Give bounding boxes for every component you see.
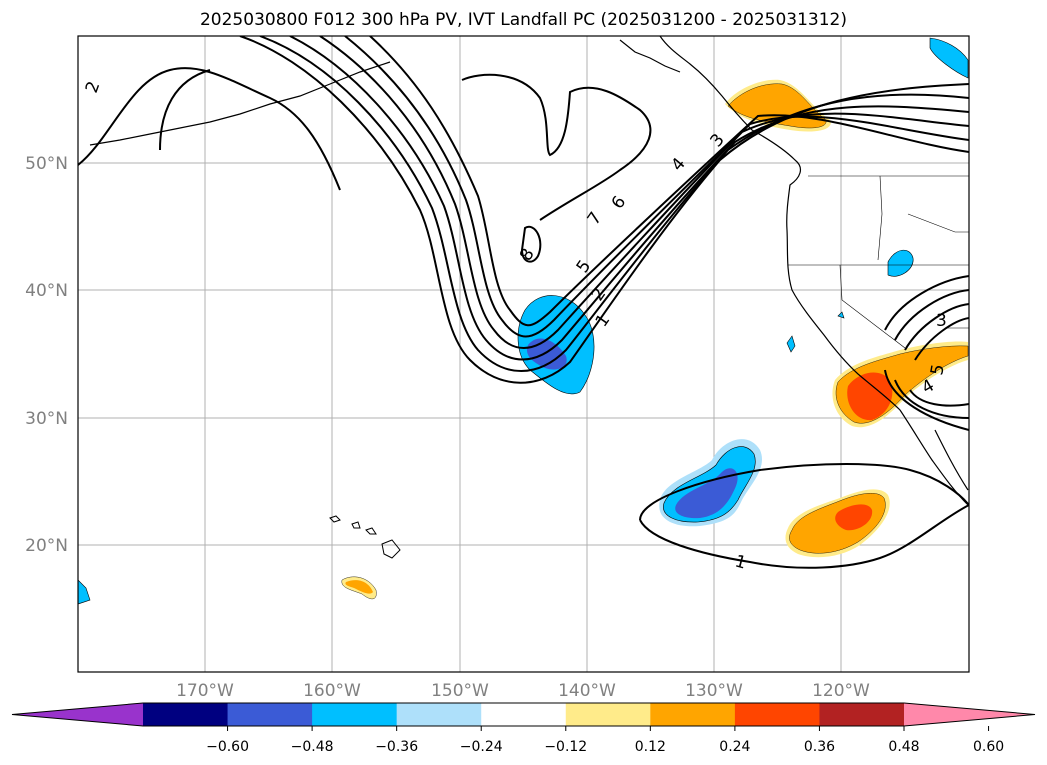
colorbar-tick-label: −0.24 (460, 739, 503, 755)
contour-label: 1 (733, 552, 749, 574)
colorbar-tick-label: 0.48 (888, 739, 919, 755)
colorbar-tick-label: −0.60 (206, 739, 249, 755)
lat-label: 50°N (25, 154, 68, 174)
contour-label: 5 (927, 363, 949, 377)
colorbar-segment (396, 703, 482, 726)
colorbar-extend-max (904, 703, 1035, 726)
hawaiian-islands (329, 515, 401, 559)
anomaly-negative-small (78, 37, 969, 605)
lat-labels: 50°N 40°N 30°N 20°N (25, 154, 68, 556)
chart-title: 2025030800 F012 300 hPa PV, IVT Landfall… (199, 10, 847, 30)
pv-contours (78, 36, 969, 569)
colorbar-tick-label: 0.60 (973, 739, 1004, 755)
anomaly-positive-south (341, 489, 890, 600)
colorbar-segment (650, 703, 736, 726)
colorbar-segment (565, 703, 651, 726)
lat-label: 20°N (25, 536, 68, 556)
colorbar-segment (734, 703, 820, 726)
colorbar-tick-label: −0.48 (291, 739, 334, 755)
coastlines (89, 36, 969, 506)
colorbar-ticks: −0.60 −0.48 −0.36 −0.24 −0.12 0.12 0.24 0.36 0.4… (206, 726, 1004, 755)
colorbar-segment (481, 703, 567, 726)
colorbar-segment (819, 703, 905, 726)
map-frame (77, 35, 970, 673)
colorbar-tick-label: −0.12 (544, 739, 587, 755)
lon-label: 160°W (303, 681, 361, 701)
colorbar-tick-label: 0.36 (804, 739, 835, 755)
colorbar-tick-label: 0.12 (635, 739, 666, 755)
colorbar-tick-label: 0.24 (719, 739, 750, 755)
lat-label: 30°N (25, 409, 68, 429)
colorbar: −0.60 −0.48 −0.36 −0.24 −0.12 0.12 0.24 0.36 0.4… (11, 702, 1036, 755)
lon-label: 170°W (176, 681, 234, 701)
anomaly-positive-coast (832, 341, 969, 428)
lon-label: 130°W (685, 681, 743, 701)
colorbar-segment (227, 703, 313, 726)
colorbar-segments (11, 702, 1036, 727)
colorbar-extend-min (12, 703, 143, 726)
colorbar-segment (143, 703, 229, 726)
contour-label: 3 (936, 311, 947, 331)
lon-label: 120°W (812, 681, 870, 701)
colorbar-segment (312, 703, 398, 726)
lon-labels: 170°W 160°W 150°W 140°W 130°W 120°W (176, 681, 870, 701)
lat-label: 40°N (25, 281, 68, 301)
anomaly-negative-southeast (659, 439, 763, 527)
lon-label: 150°W (431, 681, 489, 701)
lon-label: 140°W (558, 681, 616, 701)
colorbar-tick-label: −0.36 (375, 739, 418, 755)
borders (788, 175, 969, 349)
colorbar-outline (11, 702, 1036, 727)
